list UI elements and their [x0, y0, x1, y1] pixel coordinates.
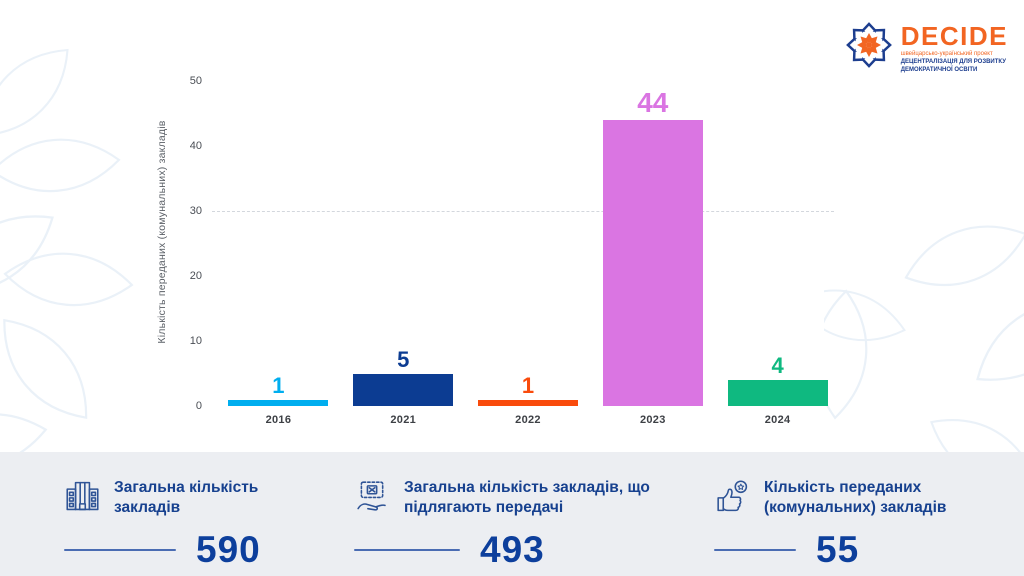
y-tick-10: 10 [189, 335, 202, 347]
x-tick-2016: 2016 [265, 414, 292, 426]
thumbs-up-icon [714, 478, 751, 515]
stat-card-transferred: Кількість переданих (комунальних) заклад… [714, 478, 999, 568]
decide-logo: DECIDE швейцарсько-український проект ДЕ… [844, 20, 1008, 74]
stat-value: 55 [816, 529, 860, 571]
bar-value-label: 1 [272, 372, 285, 398]
logo-tagline-1: швейцарсько-український проект [900, 51, 993, 57]
stat-underline [64, 548, 176, 551]
bar-2023 [602, 120, 703, 406]
stat-underline [714, 548, 796, 551]
y-axis-title: Кількість переданих (комунальних) заклад… [156, 120, 168, 344]
bar-group-2021: 5 2021 [341, 60, 466, 426]
y-tick-50: 50 [189, 75, 202, 87]
bar-value-label: 44 [637, 87, 669, 118]
logo-tagline-2: ДЕЦЕНТРАЛІЗАЦІЯ ДЛЯ РОЗВИТКУ [900, 58, 1006, 65]
stat-label: Загальна кількість закладів [114, 479, 259, 517]
bar-group-2023: 44 2023 [590, 60, 715, 426]
decide-snowflake-icon [845, 22, 892, 68]
stat-value: 590 [196, 529, 261, 571]
y-tick-40: 40 [189, 140, 202, 152]
bar-chart: Кількість переданих (комунальних) заклад… [150, 60, 860, 445]
bar-group-2016: 1 2016 [216, 60, 341, 426]
y-tick-20: 20 [189, 270, 202, 282]
bar-2024 [727, 380, 828, 406]
bar-value-label: 5 [397, 346, 410, 372]
x-tick-2021: 2021 [390, 414, 417, 426]
bar-value-label: 4 [771, 353, 784, 378]
x-tick-2024: 2024 [764, 414, 791, 426]
bars: 1 2016 5 2021 1 2022 44 2023 4 2024 [216, 60, 840, 426]
bar-2022 [477, 399, 578, 406]
logo-tagline-3: ДЕМОКРАТИЧНОЇ ОСВІТИ [900, 66, 978, 73]
bar-value-label: 1 [521, 372, 535, 398]
stat-card-to-be-transferred: Загальна кількість закладів, що підлягаю… [354, 478, 664, 568]
y-tick-30: 30 [189, 205, 202, 217]
x-tick-2023: 2023 [639, 414, 666, 426]
gridline-30 [212, 211, 834, 212]
handover-icon [354, 478, 391, 515]
x-tick-2022: 2022 [515, 414, 541, 426]
bar-group-2022: 1 2022 [466, 60, 591, 426]
watermark-leaf-pattern-left [0, 48, 133, 468]
decide-wordmark: DECIDE [900, 21, 1008, 51]
bar-group-2024: 4 2024 [715, 60, 840, 426]
y-tick-0: 0 [195, 400, 202, 412]
stat-card-total-institutions: Загальна кількість закладів 590 [64, 478, 289, 568]
stat-value: 493 [480, 529, 545, 571]
stat-underline [354, 548, 460, 551]
stats-strip: Загальна кількість закладів 590 [0, 452, 1024, 576]
bar-2016 [228, 399, 329, 406]
stat-label: Загальна кількість закладів, що підлягаю… [404, 479, 650, 517]
building-icon [64, 478, 101, 515]
stat-label: Кількість переданих (комунальних) заклад… [764, 479, 947, 517]
bar-2021 [353, 373, 454, 406]
decide-logo-text: DECIDE швейцарсько-український проект ДЕ… [901, 23, 1008, 74]
